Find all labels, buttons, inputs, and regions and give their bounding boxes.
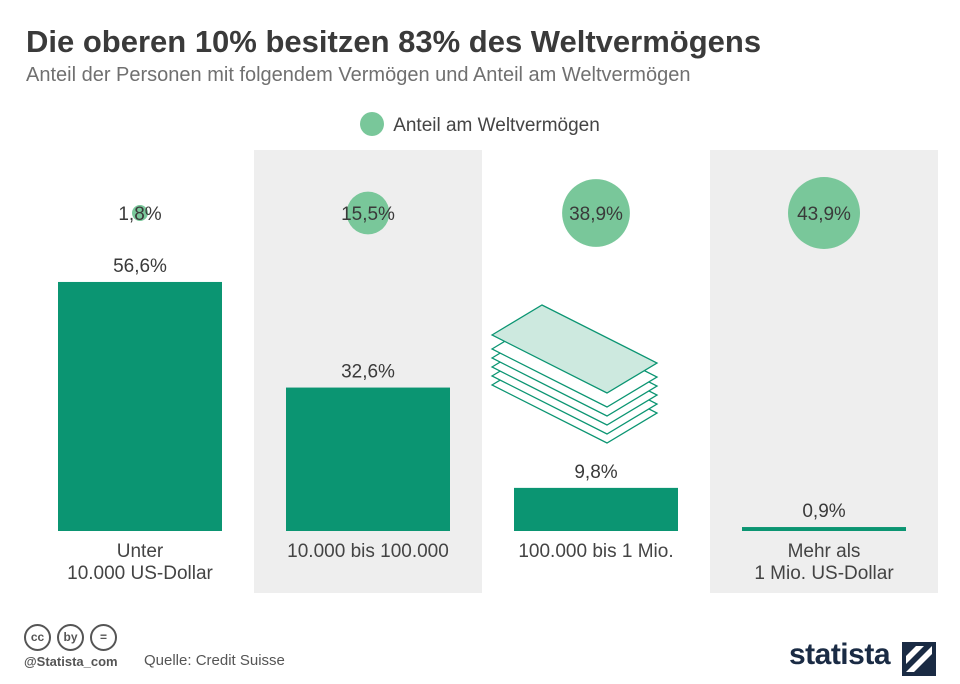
bar <box>742 527 906 531</box>
page-title: Die oberen 10% besitzen 83% des Weltverm… <box>26 24 762 59</box>
money-stack-icon <box>490 304 659 444</box>
bar <box>286 387 450 531</box>
bar-value-label: 9,8% <box>574 462 617 483</box>
bubble-value-label: 1,8% <box>118 204 161 225</box>
bubble-value-label: 15,5% <box>341 204 395 225</box>
footer: cc by = @Statista_com Quelle: Credit Suiss… <box>0 620 960 684</box>
bar-value-label: 32,6% <box>341 362 395 383</box>
category-label: 100.000 bis 1 Mio. <box>518 541 673 562</box>
statista-logo-icon[interactable] <box>902 642 936 676</box>
category-label: Unter <box>117 541 164 562</box>
bar <box>514 487 678 531</box>
bubble-value-label: 38,9% <box>569 204 623 225</box>
category-label: Mehr als <box>788 541 861 562</box>
social-handle[interactable]: @Statista_com <box>24 654 118 669</box>
bubble <box>132 205 148 221</box>
legend-swatch <box>360 112 385 136</box>
creative-commons-icon[interactable]: cc <box>24 624 51 651</box>
license-icons: cc by = <box>24 624 123 651</box>
brand-logo-text[interactable]: statista <box>788 638 891 671</box>
page-subtitle: Anteil der Personen mit folgendem Vermög… <box>26 64 691 86</box>
source-note: Quelle: Credit Suisse <box>144 652 285 669</box>
legend-label: Anteil am Weltvermögen <box>393 115 600 137</box>
no-derivatives-icon[interactable]: = <box>90 624 117 651</box>
bubble-value-label: 43,9% <box>797 204 851 225</box>
bar-value-label: 0,9% <box>802 501 845 522</box>
bubble <box>562 179 630 247</box>
legend: Anteil am Weltvermögen <box>0 112 960 138</box>
category-label: 10.000 US-Dollar <box>67 563 213 584</box>
bubble <box>346 191 390 235</box>
money-note <box>490 304 659 394</box>
attribution-icon[interactable]: by <box>57 624 84 651</box>
bubble <box>788 177 860 249</box>
bar <box>58 281 222 531</box>
bar-value-label: 56,6% <box>113 256 167 277</box>
category-label: 10.000 bis 100.000 <box>287 541 449 562</box>
category-label: 1 Mio. US-Dollar <box>754 563 894 584</box>
